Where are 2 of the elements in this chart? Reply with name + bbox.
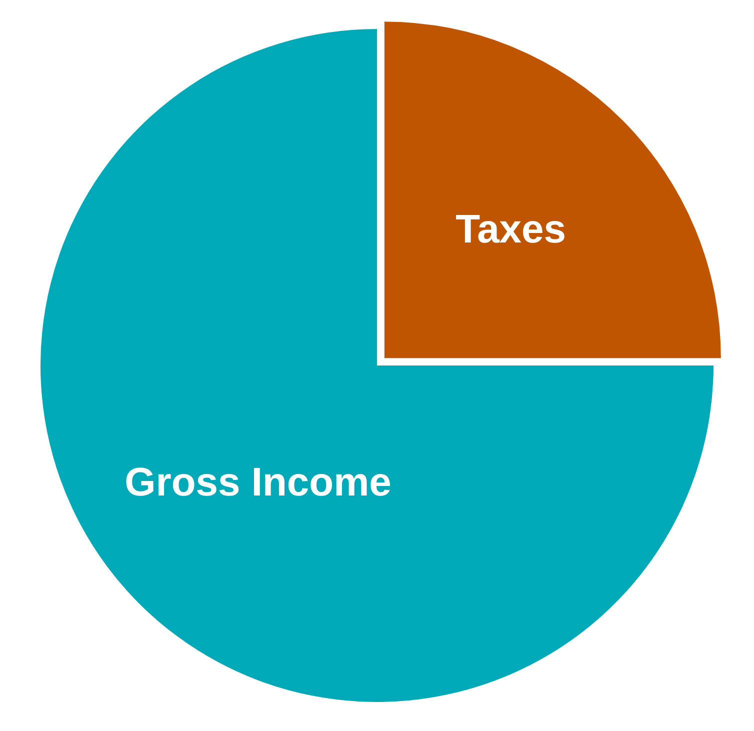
slice-label: Gross Income [124, 460, 392, 504]
slice-label: Taxes [456, 208, 566, 252]
